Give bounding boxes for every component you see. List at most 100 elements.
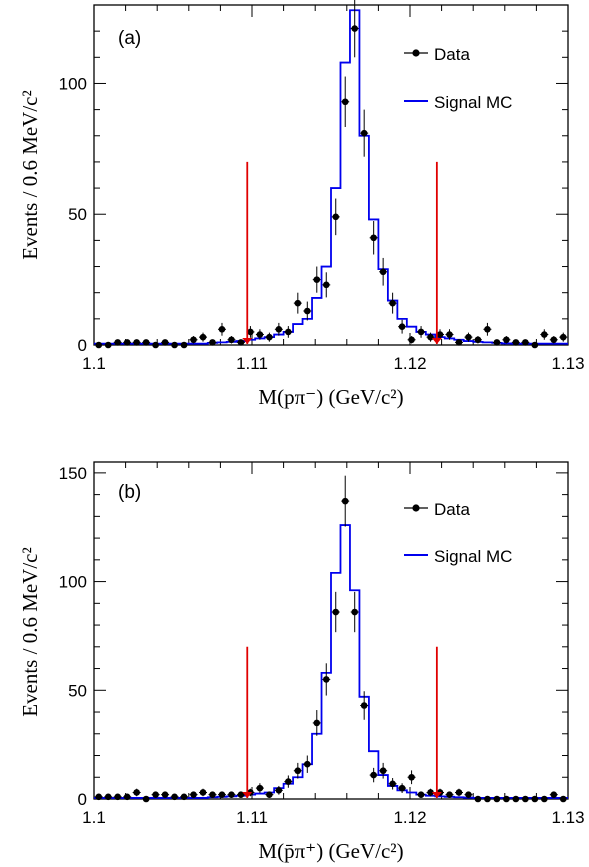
data-point bbox=[389, 780, 396, 788]
data-point bbox=[256, 784, 264, 792]
data-point bbox=[285, 778, 292, 785]
panel-b-label: (b) bbox=[118, 482, 141, 503]
y-tick-label: 150 bbox=[59, 464, 87, 483]
data-point bbox=[294, 299, 302, 307]
data-point bbox=[427, 789, 434, 796]
data-point bbox=[228, 336, 235, 344]
data-point bbox=[95, 793, 103, 801]
data-point bbox=[541, 795, 548, 803]
data-point bbox=[541, 331, 548, 338]
data-point bbox=[294, 767, 302, 775]
data-point bbox=[133, 339, 140, 346]
data-point bbox=[465, 791, 472, 798]
data-point bbox=[417, 328, 425, 336]
data-point bbox=[484, 795, 491, 803]
data-point bbox=[351, 608, 359, 616]
data-point bbox=[493, 795, 501, 803]
panel-a-label: (a) bbox=[118, 28, 141, 49]
x-tick-label: 1.13 bbox=[551, 808, 584, 827]
signal-mc-histogram bbox=[94, 9, 568, 345]
data-point bbox=[531, 795, 539, 803]
legend-data-marker bbox=[412, 504, 420, 512]
data-point bbox=[180, 793, 188, 801]
x-tick-label: 1.1 bbox=[82, 354, 106, 373]
data-point bbox=[559, 795, 567, 803]
data-point bbox=[531, 341, 539, 349]
data-point bbox=[474, 336, 482, 344]
data-point bbox=[436, 331, 444, 338]
data-point bbox=[237, 791, 245, 798]
y-tick-label: 100 bbox=[59, 573, 87, 592]
legend-data-marker bbox=[412, 49, 420, 57]
signal-mc-histogram bbox=[94, 524, 568, 799]
data-point bbox=[199, 333, 207, 341]
x-tick-label: 1.11 bbox=[236, 354, 268, 373]
data-point bbox=[256, 331, 264, 338]
data-point bbox=[171, 793, 178, 801]
data-point bbox=[190, 336, 197, 344]
panel-b-frame bbox=[93, 461, 569, 800]
data-point bbox=[503, 336, 510, 344]
data-point bbox=[455, 339, 463, 346]
data-point bbox=[190, 791, 197, 798]
data-point bbox=[218, 326, 226, 333]
data-point bbox=[360, 129, 368, 137]
data-point bbox=[379, 268, 387, 276]
data-point bbox=[123, 793, 131, 801]
data-point bbox=[209, 339, 216, 346]
panel-a-legend: Data Signal MC bbox=[404, 45, 512, 112]
panel-a-frame bbox=[93, 4, 569, 346]
data-point bbox=[180, 341, 188, 349]
y-tick-label: 50 bbox=[68, 681, 87, 700]
panel-b-marks: 1.1 1.11 1.12 1.13 0 50 100 150 bbox=[59, 462, 585, 827]
data-point bbox=[522, 339, 529, 346]
data-point bbox=[408, 773, 415, 781]
data-point bbox=[379, 767, 387, 775]
panel-a: 1.1 1.11 1.12 1.13 0 50 100 (a) Data Signal MC… bbox=[18, 0, 585, 409]
data-point bbox=[114, 793, 121, 801]
data-point bbox=[285, 328, 292, 336]
data-point bbox=[237, 339, 245, 346]
data-point bbox=[332, 608, 340, 616]
data-point bbox=[104, 341, 112, 349]
data-point bbox=[304, 760, 311, 768]
x-tick-label: 1.11 bbox=[236, 808, 268, 827]
legend-mc-label: Signal MC bbox=[434, 547, 512, 566]
cut-arrow bbox=[431, 792, 442, 798]
data-point bbox=[152, 791, 159, 798]
data-point bbox=[313, 276, 321, 283]
data-point bbox=[550, 791, 558, 798]
data-point bbox=[503, 795, 510, 803]
data-point bbox=[199, 789, 207, 796]
data-point bbox=[114, 339, 121, 346]
data-point bbox=[351, 25, 359, 32]
data-point bbox=[341, 497, 349, 505]
x-tick-label: 1.12 bbox=[393, 354, 426, 373]
data-point bbox=[104, 793, 112, 801]
data-point bbox=[370, 771, 377, 779]
data-point bbox=[512, 795, 520, 803]
data-point bbox=[417, 791, 425, 798]
data-point bbox=[247, 328, 254, 336]
y-tick-label: 0 bbox=[78, 790, 87, 809]
data-point bbox=[493, 339, 501, 346]
panel-b: 1.1 1.11 1.12 1.13 0 50 100 150 (b) Data Signal… bbox=[18, 461, 585, 863]
data-point bbox=[474, 795, 482, 803]
data-point bbox=[398, 784, 406, 792]
data-point bbox=[313, 719, 321, 727]
x-tick-label: 1.12 bbox=[393, 808, 426, 827]
data-point bbox=[209, 791, 216, 798]
data-point bbox=[266, 791, 273, 798]
panel-b-legend: Data Signal MC bbox=[404, 500, 512, 566]
data-point bbox=[142, 339, 150, 346]
panel-b-ylabel: Events / 0.6 MeV/c² bbox=[18, 547, 42, 717]
data-point bbox=[304, 307, 311, 315]
data-point bbox=[161, 339, 169, 346]
cut-arrow bbox=[242, 792, 253, 798]
data-point bbox=[322, 676, 330, 683]
y-tick-label: 50 bbox=[68, 205, 87, 224]
data-point bbox=[484, 326, 491, 333]
data-point bbox=[152, 341, 159, 349]
x-tick-label: 1.1 bbox=[82, 808, 106, 827]
